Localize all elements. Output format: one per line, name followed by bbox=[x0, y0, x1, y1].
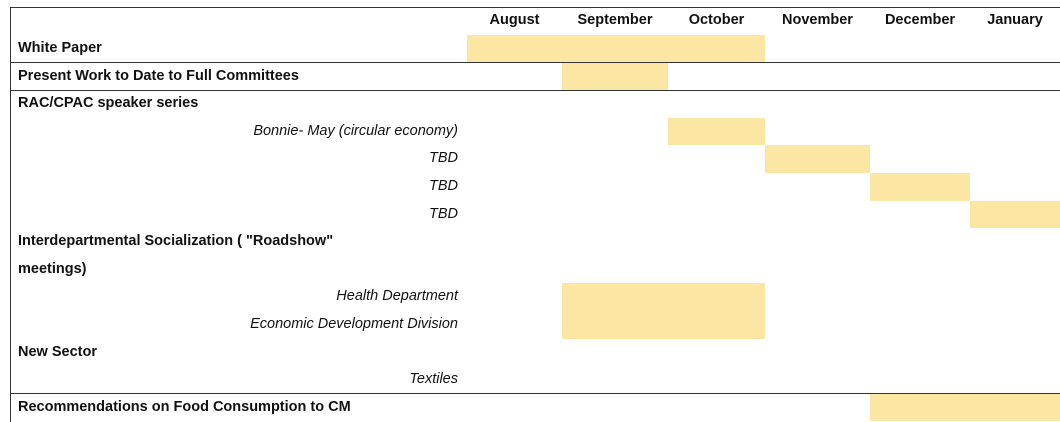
month-header: August bbox=[489, 12, 540, 28]
month-header: January bbox=[987, 12, 1043, 28]
timeline-bar bbox=[668, 117, 765, 146]
task-label: White Paper bbox=[18, 40, 102, 56]
timeline-bar bbox=[562, 62, 668, 91]
month-header: November bbox=[782, 12, 853, 28]
month-header: October bbox=[688, 12, 745, 28]
task-label: Recommendations on Food Consumption to C… bbox=[18, 398, 351, 415]
row-divider bbox=[10, 393, 1060, 395]
subtask-label: Bonnie- May (circular economy) bbox=[253, 122, 458, 139]
task-label: New Sector bbox=[18, 343, 97, 360]
timeline-bar bbox=[870, 173, 970, 201]
month-header: September bbox=[577, 12, 653, 28]
timeline-bar bbox=[870, 393, 1060, 422]
subtask-label: Economic Development Division bbox=[250, 316, 458, 332]
task-label: meetings) bbox=[18, 260, 87, 277]
row-divider bbox=[10, 62, 1060, 64]
top-border bbox=[10, 7, 1060, 8]
timeline-bar bbox=[467, 35, 765, 63]
subtask-label: TBD bbox=[429, 150, 458, 167]
row-divider bbox=[10, 89, 1060, 91]
month-header: December bbox=[884, 12, 956, 28]
subtask-label: TBD bbox=[429, 178, 458, 194]
task-label: RAC/CPAC speaker series bbox=[18, 95, 199, 112]
timeline-bar bbox=[562, 283, 765, 311]
task-label: Interdepartmental Socialization ( "Roads… bbox=[18, 233, 334, 250]
timeline-bar bbox=[562, 311, 765, 339]
timeline-bar bbox=[765, 145, 870, 173]
timeline-bar bbox=[970, 200, 1060, 229]
left-border bbox=[10, 7, 11, 422]
subtask-label: TBD bbox=[429, 205, 458, 222]
subtask-label: Health Department bbox=[336, 288, 458, 305]
subtask-label: Textiles bbox=[409, 371, 458, 388]
task-label: Present Work to Date to Full Committees bbox=[18, 67, 299, 84]
